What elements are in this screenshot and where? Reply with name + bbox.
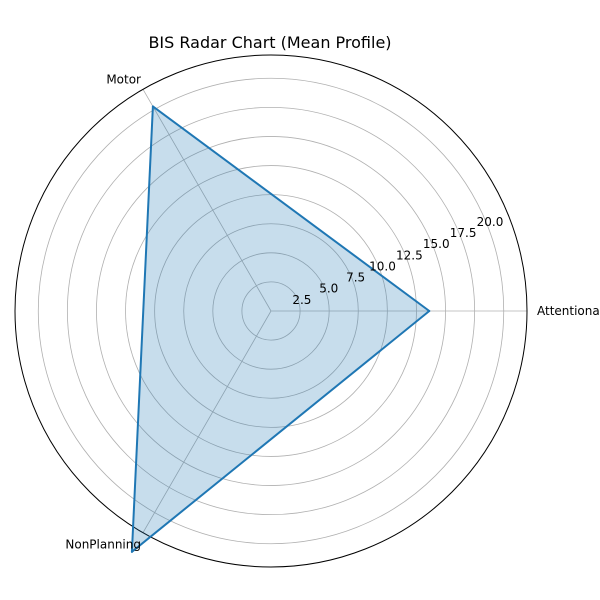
data-layer bbox=[130, 105, 431, 553]
r-tick-label: 12.5 bbox=[396, 248, 423, 262]
category-label-attentional: Attentional bbox=[537, 304, 600, 318]
r-tick-label: 17.5 bbox=[450, 226, 477, 240]
chart-title: BIS Radar Chart (Mean Profile) bbox=[148, 33, 391, 52]
label-layer: 2.5 5.0 7.5 10.012.515.017.520.0 Attentional… bbox=[65, 72, 600, 551]
grid-layer bbox=[14, 54, 528, 568]
category-label-motor: Motor bbox=[106, 72, 141, 86]
category-label-nonplanning: NonPlanning bbox=[65, 538, 141, 552]
data-point-nonplanning bbox=[130, 550, 133, 553]
r-tick-label: 10.0 bbox=[369, 259, 396, 273]
r-tick-label: 7.5 bbox=[346, 271, 365, 285]
data-point-attentional bbox=[428, 310, 431, 312]
r-tick-label: 20.0 bbox=[477, 215, 504, 229]
series-line bbox=[130, 105, 431, 553]
r-tick-label: 2.5 bbox=[292, 293, 311, 307]
series-fill bbox=[131, 106, 430, 552]
grid-spoke bbox=[142, 310, 272, 533]
outer-ring bbox=[14, 54, 528, 568]
grid-spoke bbox=[142, 89, 272, 312]
r-tick-label: 15.0 bbox=[423, 237, 450, 251]
data-point-motor bbox=[151, 105, 154, 108]
r-tick-label: 5.0 bbox=[319, 282, 338, 296]
